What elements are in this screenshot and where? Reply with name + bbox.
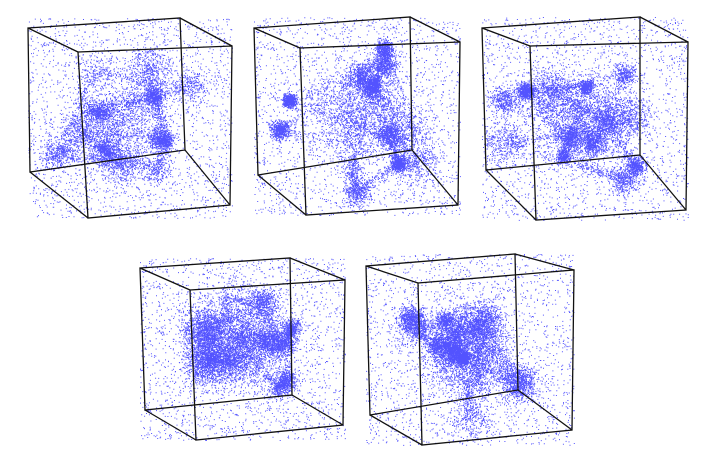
cube-edge <box>639 16 689 43</box>
cube-edge <box>289 257 346 281</box>
cube-edge <box>139 267 191 291</box>
cube-edge <box>409 16 461 43</box>
cube-edge <box>485 169 537 221</box>
cube-edge <box>411 149 459 206</box>
cube-panel <box>253 16 461 216</box>
cube-panel <box>481 16 689 221</box>
cube-edge <box>27 27 79 53</box>
cube-edge <box>514 253 575 271</box>
particles <box>254 17 461 216</box>
cube-edge <box>29 171 89 219</box>
cube-edge <box>144 409 197 441</box>
cube-edge <box>369 414 423 446</box>
cube-edge <box>517 389 573 431</box>
cube-edge <box>184 149 231 206</box>
cube-edge <box>179 17 233 47</box>
cube-edge <box>257 174 307 216</box>
particles <box>366 254 575 446</box>
cube-panel <box>365 253 575 446</box>
cube-edge <box>639 154 687 211</box>
particles <box>28 18 233 219</box>
cube-edge <box>291 394 344 426</box>
cube-panel <box>27 17 233 219</box>
cube-edge <box>253 27 301 49</box>
particles <box>140 258 346 441</box>
cube-panel <box>139 257 346 441</box>
cube-edge <box>481 27 531 47</box>
particles <box>482 17 689 221</box>
cube-edge <box>365 265 419 284</box>
